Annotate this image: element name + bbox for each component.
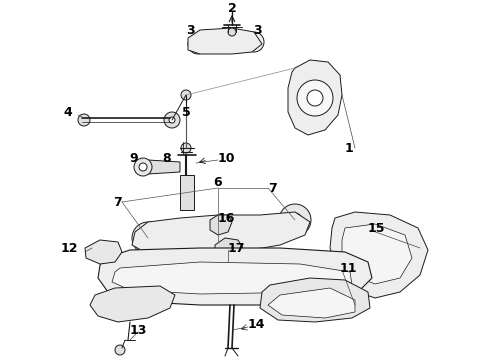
- Text: 2: 2: [228, 1, 236, 14]
- Text: 8: 8: [162, 152, 171, 165]
- Text: 17: 17: [228, 242, 245, 255]
- Circle shape: [297, 80, 333, 116]
- Text: 3: 3: [186, 23, 195, 36]
- Polygon shape: [90, 286, 175, 322]
- Polygon shape: [268, 288, 355, 318]
- Text: 9: 9: [129, 152, 138, 165]
- Text: 1: 1: [345, 141, 354, 154]
- Circle shape: [164, 112, 180, 128]
- Circle shape: [288, 213, 302, 227]
- Circle shape: [132, 222, 164, 254]
- Text: 12: 12: [60, 242, 78, 255]
- Circle shape: [194, 40, 202, 48]
- Circle shape: [78, 114, 90, 126]
- Polygon shape: [260, 278, 370, 322]
- Polygon shape: [330, 212, 428, 298]
- Text: 15: 15: [368, 221, 386, 234]
- Circle shape: [307, 90, 323, 106]
- Text: 7: 7: [113, 195, 122, 208]
- Text: 3: 3: [253, 23, 262, 36]
- Polygon shape: [342, 224, 412, 284]
- Polygon shape: [188, 248, 282, 282]
- Circle shape: [208, 232, 228, 252]
- Polygon shape: [132, 212, 310, 255]
- Polygon shape: [85, 240, 122, 264]
- Polygon shape: [210, 215, 232, 235]
- Text: 7: 7: [268, 181, 277, 194]
- Circle shape: [244, 32, 264, 52]
- Circle shape: [139, 163, 147, 171]
- Polygon shape: [112, 262, 352, 294]
- Polygon shape: [180, 175, 194, 210]
- Text: 5: 5: [182, 105, 191, 118]
- Text: 14: 14: [248, 319, 266, 332]
- Circle shape: [214, 238, 222, 246]
- Text: 4: 4: [63, 105, 72, 118]
- Text: 6: 6: [214, 176, 222, 189]
- Circle shape: [115, 345, 125, 355]
- Circle shape: [134, 158, 152, 176]
- Text: 13: 13: [129, 324, 147, 337]
- Circle shape: [188, 34, 208, 54]
- Text: 11: 11: [340, 261, 358, 274]
- Text: 16: 16: [218, 211, 235, 225]
- Circle shape: [181, 90, 191, 100]
- Circle shape: [169, 117, 175, 123]
- Polygon shape: [188, 28, 262, 54]
- Polygon shape: [288, 60, 342, 135]
- Polygon shape: [145, 160, 180, 174]
- Text: 10: 10: [218, 152, 236, 165]
- Polygon shape: [215, 238, 244, 262]
- Polygon shape: [98, 248, 372, 305]
- Circle shape: [141, 231, 155, 245]
- Circle shape: [228, 28, 236, 36]
- Circle shape: [250, 38, 258, 46]
- Circle shape: [181, 143, 191, 153]
- Circle shape: [279, 204, 311, 236]
